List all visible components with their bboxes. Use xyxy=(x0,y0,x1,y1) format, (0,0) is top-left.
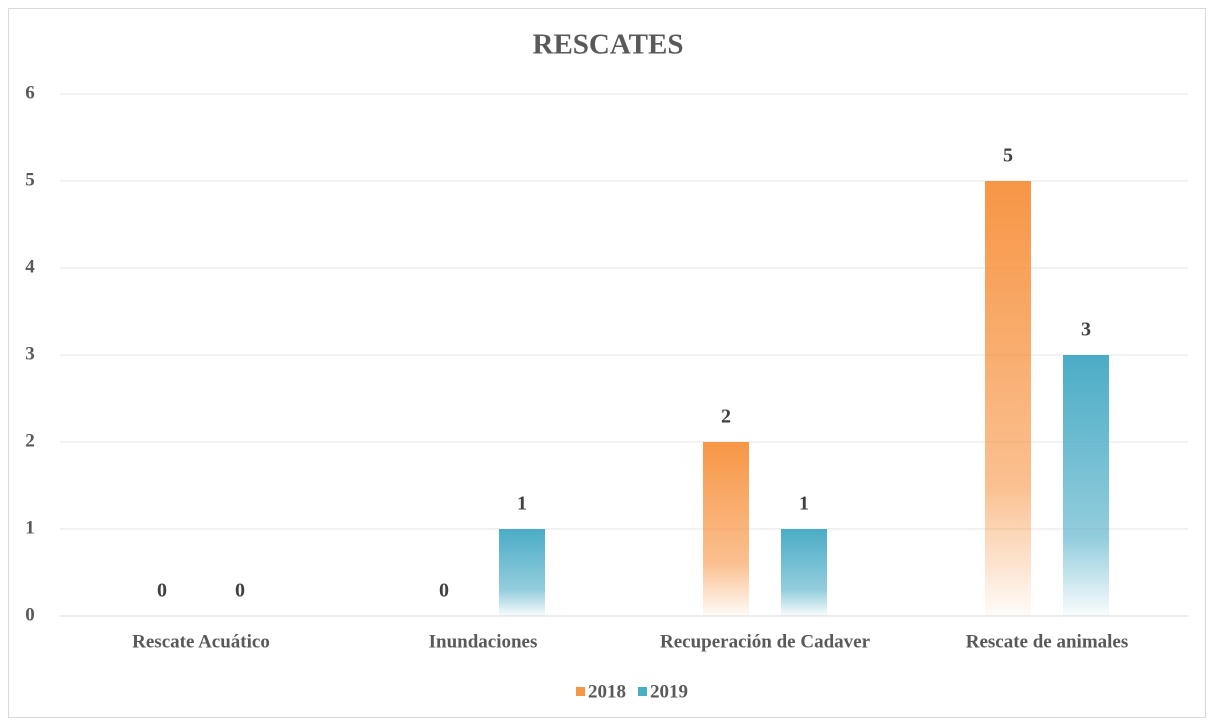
y-tick-label: 4 xyxy=(25,256,35,277)
legend-label: 2019 xyxy=(650,681,688,702)
y-tick-label: 2 xyxy=(25,430,35,451)
data-label: 0 xyxy=(235,580,245,602)
data-label: 0 xyxy=(439,580,449,602)
data-label: 1 xyxy=(517,493,527,515)
data-label: 0 xyxy=(157,580,167,602)
legend-swatch xyxy=(638,687,647,696)
x-tick-label: Inundaciones xyxy=(429,631,538,652)
x-tick-label: Rescate de animales xyxy=(966,631,1129,652)
x-tick-label: Recuperación de Cadaver xyxy=(660,631,871,652)
chart-title: RESCATES xyxy=(533,29,684,61)
bar xyxy=(1063,355,1109,616)
bar xyxy=(703,442,749,616)
bar xyxy=(781,529,827,616)
legend-label: 2018 xyxy=(588,681,626,702)
bar xyxy=(499,529,545,616)
y-tick-label: 1 xyxy=(25,517,35,538)
bar xyxy=(985,181,1031,616)
data-label: 5 xyxy=(1003,145,1013,167)
legend-swatch xyxy=(576,687,585,696)
data-label: 3 xyxy=(1081,319,1091,341)
y-tick-label: 6 xyxy=(25,82,35,103)
y-tick-label: 3 xyxy=(25,343,35,364)
x-tick-label: Rescate Acuático xyxy=(132,631,270,652)
y-tick-label: 5 xyxy=(25,169,35,190)
y-tick-label: 0 xyxy=(25,604,35,625)
data-label: 2 xyxy=(721,406,731,428)
data-label: 1 xyxy=(799,493,809,515)
